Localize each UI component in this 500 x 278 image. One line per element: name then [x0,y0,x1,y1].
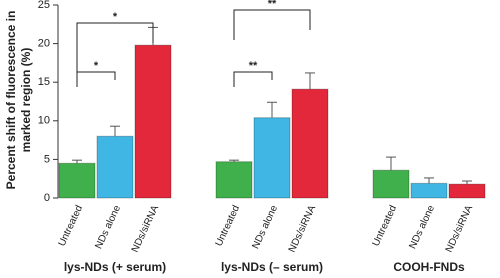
significance-bracket [233,9,311,40]
y-tick-label: 0 [44,192,50,204]
x-tick-label: NDs alone [407,203,437,250]
significance-label: * [113,11,118,23]
x-tick-label: Untreated [371,204,400,248]
x-tick-label: NDs/siRNA [444,203,475,254]
bar [58,162,96,199]
bar [372,169,410,199]
y-tick-label: 20 [38,38,50,50]
bar [448,183,486,199]
x-tick-label: NDs alone [93,203,123,250]
bar [410,182,448,199]
x-tick-label: Untreated [57,204,86,248]
bar [291,88,329,199]
x-tick-label: NDs/siRNA [287,203,318,254]
x-tick-label: Untreated [214,204,243,248]
x-tick-label: NDs/siRNA [130,203,161,254]
y-tick-label: 15 [38,76,50,88]
y-axis-label: Percent shift of fluorescence in [4,11,18,190]
y-tick-label: 25 [38,0,50,11]
group-label: COOH-FNDs [393,260,465,274]
bar [253,117,291,199]
significance-bracket [233,71,273,87]
significance-label: ** [268,0,277,10]
significance-label: ** [249,60,258,72]
y-tick-label: 5 [44,153,50,165]
bar [96,135,134,199]
significance-label: * [94,60,99,72]
significance-bracket [76,71,116,87]
group-label: lys-NDs (+ serum) [64,260,166,274]
significance-bracket [76,22,154,83]
y-axis-label: marked region (%) [19,48,33,153]
bar [215,161,253,199]
y-tick-label: 10 [38,115,50,127]
group-label: lys-NDs (– serum) [221,260,323,274]
x-tick-label: NDs alone [250,203,280,250]
bar [134,44,172,199]
